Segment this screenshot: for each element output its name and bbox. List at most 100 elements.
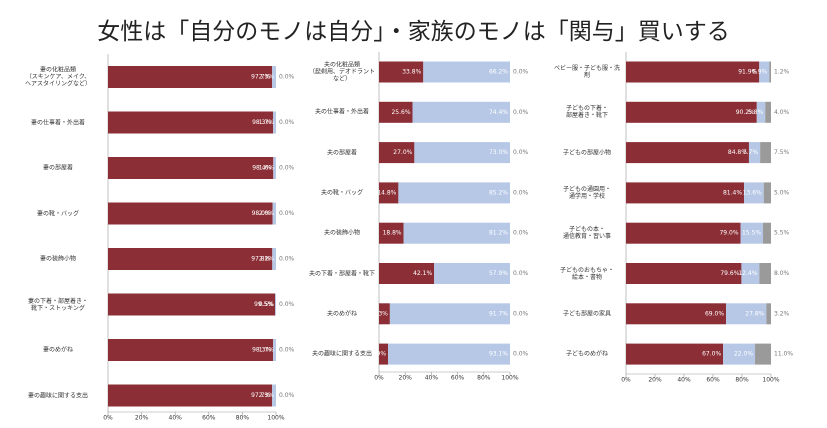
x-tick-label: 80% <box>477 375 491 382</box>
bar-segment <box>108 293 276 316</box>
data-label: 33.8% <box>402 69 421 76</box>
x-tick-label: 0% <box>621 377 631 384</box>
y-tick-label: 子どもの通園用・ 通学用・学校 <box>562 185 611 200</box>
x-tick-label: 80% <box>236 415 250 422</box>
data-label: 79.0% <box>719 230 738 237</box>
bar-segment <box>726 303 767 325</box>
bar-segment <box>626 263 742 284</box>
y-tick-label: 妻の化粧品類 （スキンケア、メイク、 ヘアスタイリングなど） <box>24 66 91 88</box>
data-label: 81.2% <box>489 230 508 237</box>
bar-segment <box>275 293 276 316</box>
bar-segment <box>414 142 510 164</box>
bar-segment <box>272 66 276 88</box>
x-tick-label: 40% <box>425 375 439 382</box>
bar-segment <box>755 343 771 365</box>
data-label: 3.2% <box>774 310 790 317</box>
x-tick-label: 20% <box>399 375 413 382</box>
data-label: 4.0% <box>774 109 790 116</box>
bar-segment <box>763 222 771 244</box>
bar-segment <box>769 61 771 83</box>
y-tick-label: 夫の仕事着・外出着 <box>314 108 369 116</box>
data-label: 8.3% <box>373 310 389 317</box>
bar-segment <box>273 111 276 134</box>
data-label: 8.0% <box>774 270 790 277</box>
data-label: 98.4% <box>252 165 271 172</box>
bar-segment <box>379 303 390 325</box>
y-tick-label: ベビー服・子ども服・洗剤 <box>553 65 620 79</box>
data-label: 0.0% <box>279 210 295 217</box>
bar-segment <box>626 222 741 244</box>
data-label: 11.0% <box>774 351 793 358</box>
data-label: 0.0% <box>279 165 295 172</box>
y-tick-label: 夫の化粧品類 （髭剃用、デオドラント など） <box>308 61 375 83</box>
bar-segment <box>108 157 274 179</box>
x-tick-label: 0% <box>103 415 113 422</box>
bar-segment <box>741 263 760 284</box>
y-tick-label: 夫の靴・バッグ <box>320 189 363 197</box>
bar-segment <box>108 66 273 88</box>
bar-segment <box>108 111 274 134</box>
x-tick-label: 80% <box>735 377 749 384</box>
bar-segment <box>626 142 749 164</box>
data-label: 1.6% <box>259 165 275 172</box>
data-label: 0.0% <box>513 109 529 116</box>
x-tick-label: 60% <box>202 415 216 422</box>
data-label: 0.0% <box>513 351 529 358</box>
data-label: 81.4% <box>723 189 742 196</box>
bar-segment <box>412 101 510 123</box>
data-label: 13.6% <box>743 189 762 196</box>
bar-segment <box>388 343 510 365</box>
data-label: 2.3% <box>259 392 275 399</box>
data-label: 0.0% <box>513 189 529 196</box>
data-label: 0.0% <box>279 74 295 81</box>
data-label: 1.7% <box>259 347 275 354</box>
data-label: 91.9% <box>738 69 757 76</box>
data-label: 5.5% <box>774 230 790 237</box>
data-label: 0.0% <box>279 256 295 263</box>
y-tick-label: 妻の趣味に関する支出 <box>27 392 88 399</box>
data-label: 73.0% <box>489 149 508 156</box>
data-label: 0.0% <box>513 230 529 237</box>
data-label: 2.0% <box>259 210 275 217</box>
bar-segment <box>398 182 510 204</box>
bar-segment <box>273 157 276 179</box>
data-label: 74.4% <box>489 109 508 116</box>
data-label: 14.8% <box>377 189 396 196</box>
x-tick-label: 100% <box>267 415 284 422</box>
data-label: 0.0% <box>513 270 529 277</box>
bar-segment <box>626 61 760 83</box>
y-tick-label: 夫のめがね <box>326 310 357 318</box>
y-tick-label: 子どもの部屋小物 <box>562 149 611 157</box>
bar-segment <box>108 339 274 361</box>
bar-segment <box>379 343 389 365</box>
y-tick-label: 子どもの本・ 通信教育・習い事 <box>562 226 611 241</box>
data-label: 0.5% <box>259 301 275 308</box>
data-label: 6.9% <box>752 69 768 76</box>
bar-segment <box>723 343 756 365</box>
data-label: 6.9% <box>371 351 387 358</box>
data-label: 97.7% <box>251 74 270 81</box>
bar-segment <box>626 182 745 204</box>
data-label: 57.9% <box>489 270 508 277</box>
data-label: 99.5% <box>254 301 273 308</box>
y-tick-label: 夫の趣味に関する支出 <box>311 350 372 358</box>
bar-segment <box>379 142 415 164</box>
x-tick-label: 20% <box>135 415 149 422</box>
data-label: 97.7% <box>251 392 270 399</box>
bar-segment <box>379 263 435 284</box>
data-label: 90.2% <box>736 109 755 116</box>
y-tick-label: 妻の靴・バッグ <box>36 210 79 217</box>
bar-segment <box>740 222 764 244</box>
data-label: 12.4% <box>738 270 757 277</box>
x-tick-label: 100% <box>762 377 779 384</box>
bar-segment <box>765 101 771 123</box>
y-tick-label: 妻の装飾小物 <box>39 255 76 263</box>
bar-segment <box>626 101 757 123</box>
bar-segment <box>759 263 771 284</box>
data-label: 0.0% <box>513 149 529 156</box>
bar-segment <box>389 303 510 325</box>
data-label: 79.6% <box>720 270 739 277</box>
data-label: 5.8% <box>748 109 764 116</box>
bar-segment <box>379 182 399 204</box>
x-tick-label: 100% <box>501 375 518 382</box>
